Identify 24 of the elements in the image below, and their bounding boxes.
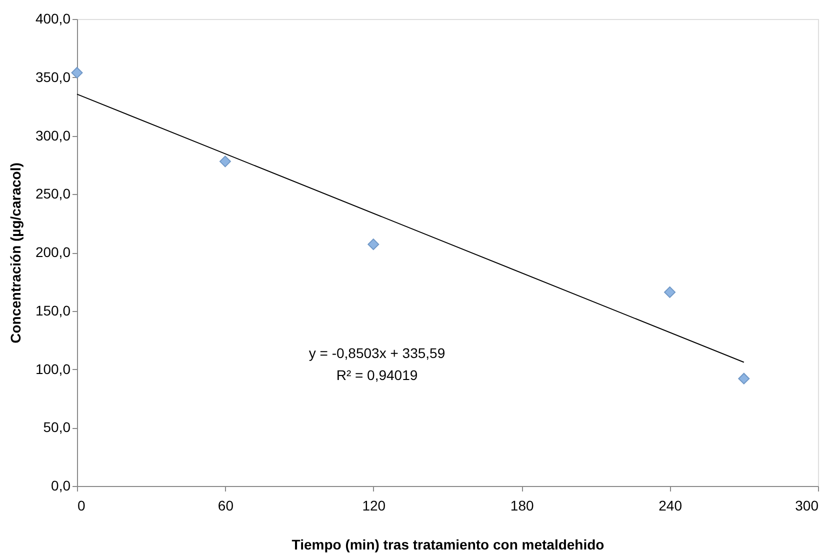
y-tick-label: 400,0 [35,10,71,26]
y-axis-title: Concentración (µg/caracol) [7,162,24,344]
point [664,286,676,298]
annotation: y = -0,8503x + 335,59 [308,345,446,361]
x-tick-label: 180 [510,498,534,514]
y-tick-label: 50,0 [43,419,71,436]
point [368,238,380,250]
y-tick-label: 300,0 [35,127,71,144]
y-tick-label: 100,0 [35,360,71,377]
y-tick-label: 150,0 [35,302,71,318]
y-tick-label: 200,0 [35,244,71,260]
point [738,372,750,384]
point [71,66,83,78]
x-tick-label: 0 [78,498,86,514]
point [219,156,231,168]
x-tick-label: 60 [218,498,234,514]
y-tick-label: 0,0 [51,478,71,494]
x-tick-label: 120 [362,498,386,514]
x-tick-label: 300 [795,498,819,514]
annotation: R² = 0,94019 [336,367,418,383]
x-axis-title: Tiempo (min) tras tratamiento con metaldehido [292,536,604,552]
x-tick-label: 240 [658,498,682,514]
y-tick-label: 250,0 [35,186,71,202]
y-tick-label: 350,0 [35,68,71,85]
